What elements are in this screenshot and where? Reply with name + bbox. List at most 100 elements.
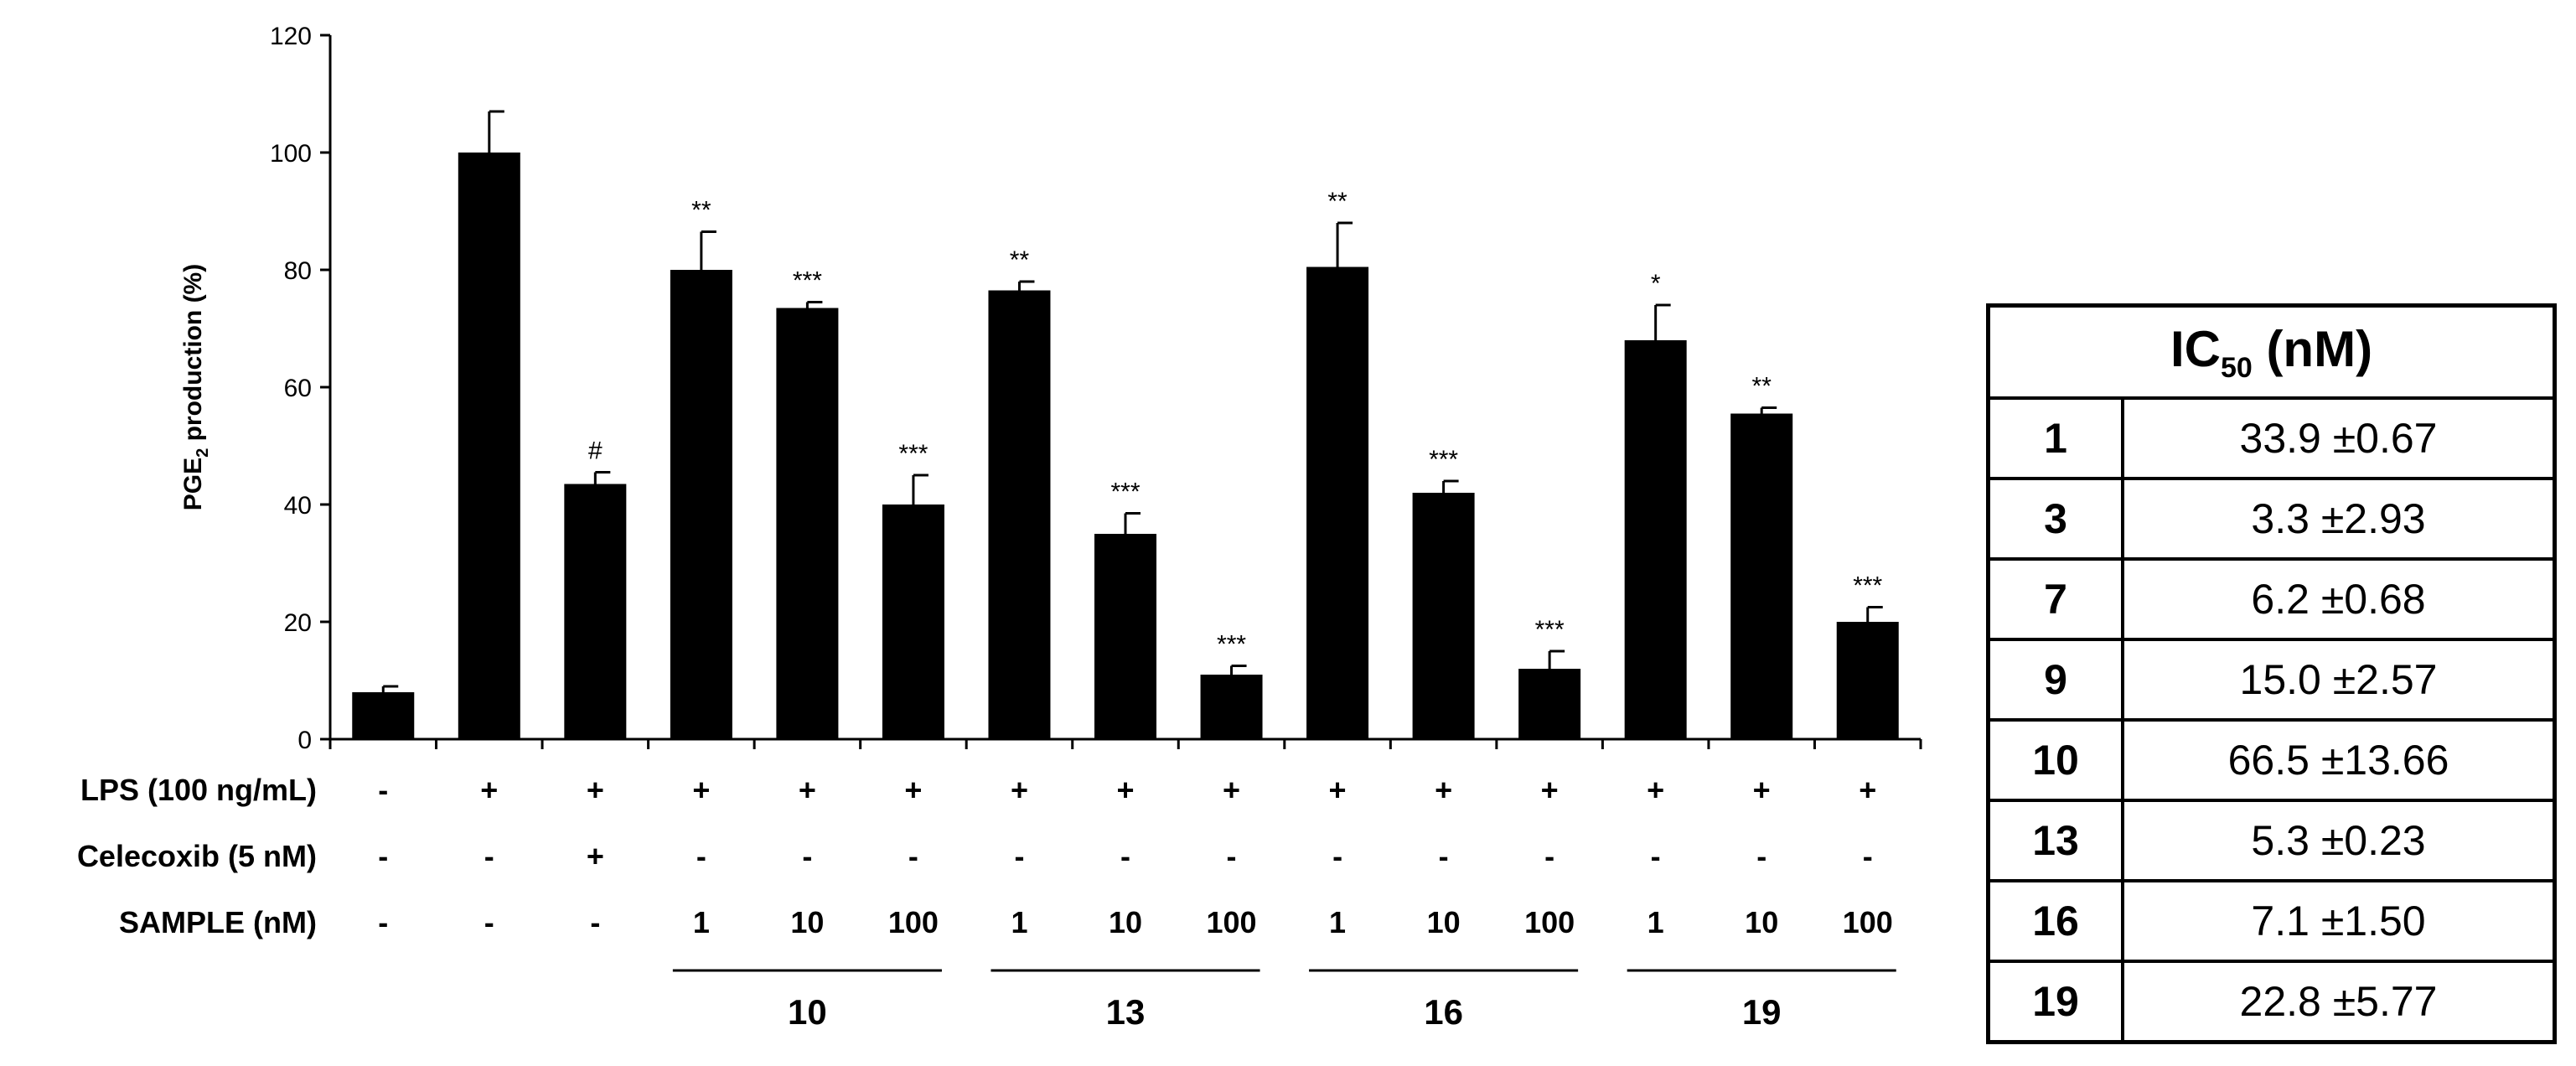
condition-value: 1 (1329, 905, 1346, 939)
significance-mark: *** (1535, 616, 1565, 644)
condition-row-label: LPS (100 ng/mL) (80, 773, 317, 807)
bar (1836, 622, 1899, 739)
y-tick-label: 80 (284, 257, 312, 285)
y-tick-label: 20 (284, 609, 312, 637)
condition-value: + (799, 773, 816, 807)
table-row: 16 7.1 ±1.50 (1986, 879, 2557, 963)
ic50-header: IC50 (nM) (1986, 303, 2557, 400)
ic50-value-cell: 5.3 ±0.23 (2121, 799, 2557, 882)
condition-value: - (1120, 839, 1130, 873)
compound-cell: 9 (1986, 638, 2124, 722)
bar (1624, 340, 1687, 739)
compound-cell: 3 (1986, 477, 2124, 561)
condition-value: - (378, 839, 388, 873)
ic50-value-cell: 33.9 ±0.67 (2121, 396, 2557, 480)
bar (1412, 493, 1475, 739)
bar (776, 308, 839, 739)
bar (882, 505, 944, 739)
condition-value: - (1756, 839, 1766, 873)
condition-value: 100 (1206, 905, 1256, 939)
significance-mark: *** (1853, 572, 1882, 600)
bar (352, 692, 415, 739)
y-tick-label: 60 (284, 375, 312, 402)
ic50-value-cell: 22.8 ±5.77 (2121, 960, 2557, 1044)
bar (988, 290, 1051, 739)
compound-cell: 13 (1986, 799, 2124, 882)
condition-value: - (1227, 839, 1237, 873)
ic50-table: IC50 (nM) 1 33.9 ±0.67 3 3.3 ±2.93 7 6.2 ±0… (1986, 303, 2557, 1044)
condition-value: - (484, 839, 494, 873)
group-label: 13 (1106, 992, 1146, 1032)
compound-cell: 7 (1986, 557, 2124, 641)
condition-value: + (1859, 773, 1876, 807)
condition-value: 100 (1524, 905, 1575, 939)
condition-value: - (1651, 839, 1661, 873)
condition-value: - (484, 905, 494, 939)
table-row: 10 66.5 ±13.66 (1986, 718, 2557, 802)
significance-mark: *** (898, 440, 928, 468)
condition-value: - (1439, 839, 1449, 873)
significance-mark: ** (1327, 188, 1347, 215)
ic50-value-cell: 6.2 ±0.68 (2121, 557, 2557, 641)
condition-value: - (1863, 839, 1873, 873)
condition-value: + (904, 773, 922, 807)
condition-value: + (587, 773, 604, 807)
condition-value: - (1014, 839, 1024, 873)
condition-value: - (802, 839, 812, 873)
bar (1094, 534, 1156, 739)
condition-value: - (1544, 839, 1554, 873)
table-row: 1 33.9 ±0.67 (1986, 396, 2557, 480)
condition-value: 10 (1427, 905, 1461, 939)
condition-value: - (1332, 839, 1342, 873)
condition-value: - (378, 773, 388, 807)
group-label: 16 (1424, 992, 1463, 1032)
bar (1306, 266, 1369, 739)
bar (1518, 669, 1581, 739)
compound-cell: 1 (1986, 396, 2124, 480)
ic50-value-cell: 66.5 ±13.66 (2121, 718, 2557, 802)
condition-value: 10 (790, 905, 824, 939)
group-label: 19 (1742, 992, 1782, 1032)
condition-value: + (1435, 773, 1452, 807)
y-tick-label: 100 (270, 140, 312, 168)
condition-value: 1 (1648, 905, 1664, 939)
condition-value: 1 (1011, 905, 1027, 939)
condition-value: + (1223, 773, 1240, 807)
y-tick-label: 40 (284, 492, 312, 520)
bar (1200, 675, 1263, 739)
condition-value: + (1116, 773, 1134, 807)
ic50-header-row: IC50 (nM) (1986, 303, 2557, 400)
ic50-value-cell: 15.0 ±2.57 (2121, 638, 2557, 722)
bar (1730, 413, 1793, 739)
condition-value: 100 (888, 905, 939, 939)
condition-value: 1 (693, 905, 710, 939)
significance-mark: *** (1429, 446, 1458, 473)
condition-value: - (378, 905, 388, 939)
compound-cell: 16 (1986, 879, 2124, 963)
table-row: 9 15.0 ±2.57 (1986, 638, 2557, 722)
condition-value: + (1329, 773, 1347, 807)
table-row: 13 5.3 ±0.23 (1986, 799, 2557, 882)
condition-value: + (1647, 773, 1664, 807)
condition-value: + (1011, 773, 1028, 807)
table-row: 7 6.2 ±0.68 (1986, 557, 2557, 641)
bar (458, 153, 520, 739)
y-tick-label: 0 (297, 727, 312, 754)
condition-row-label: SAMPLE (nM) (119, 905, 317, 939)
condition-value: - (590, 905, 600, 939)
significance-mark: ** (1010, 246, 1030, 274)
group-label: 10 (788, 992, 827, 1032)
condition-row-label: Celecoxib (5 nM) (77, 839, 317, 873)
significance-mark: ** (1752, 373, 1772, 401)
bar (564, 484, 627, 739)
condition-value: + (587, 839, 604, 873)
table-row: 3 3.3 ±2.93 (1986, 477, 2557, 561)
significance-mark: *** (793, 267, 822, 295)
significance-mark: *** (1217, 631, 1246, 659)
condition-value: 10 (1745, 905, 1778, 939)
condition-value: + (480, 773, 498, 807)
condition-value: + (692, 773, 710, 807)
condition-value: + (1541, 773, 1559, 807)
condition-value: + (1753, 773, 1771, 807)
